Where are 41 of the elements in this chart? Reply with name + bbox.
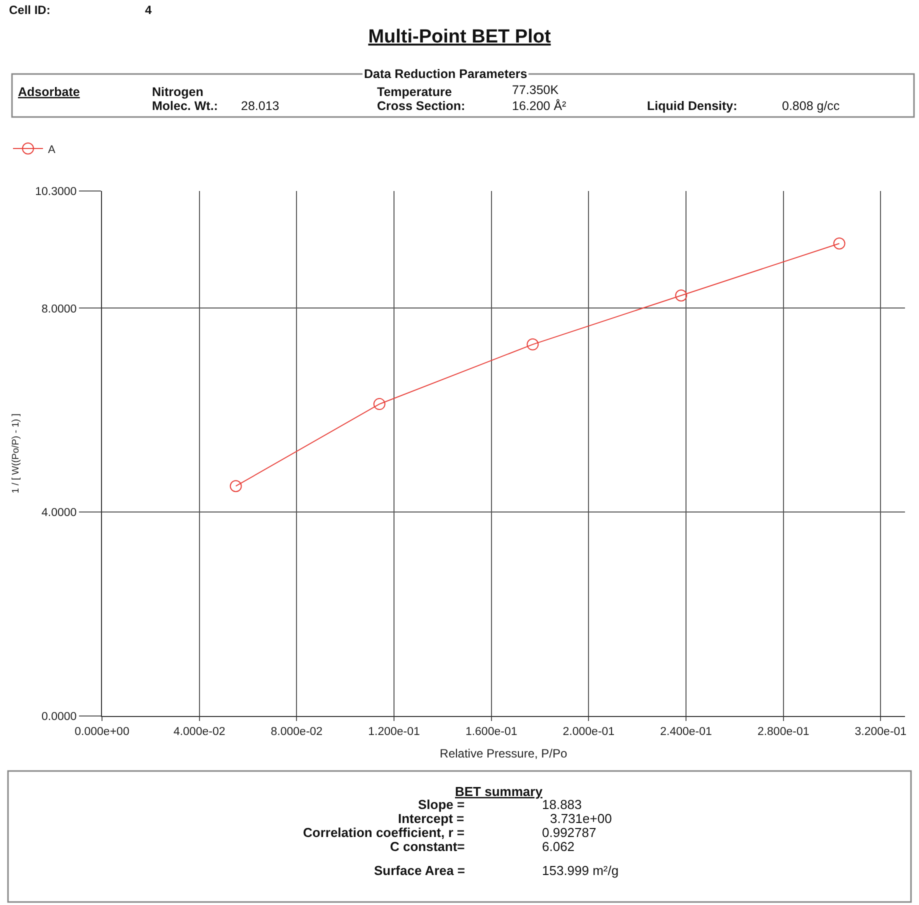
x-tick-label: 1.600e-01 (465, 726, 518, 738)
text: Liquid Density: (647, 99, 738, 113)
x-tick-label: 2.400e-01 (660, 726, 712, 738)
text: Data Reduction Parameters (364, 67, 528, 81)
y-tick-label: 8.0000 (42, 303, 77, 316)
x-tick-label: 8.000e-02 (270, 726, 323, 738)
text: 4 (145, 3, 152, 17)
x-tick-label: 0.000e+00 (74, 726, 130, 738)
legend-label: A (48, 144, 56, 156)
text: Molec. Wt.: (152, 99, 218, 113)
text: 0.808 g/cc (782, 99, 840, 113)
chart-title: Multi-Point BET Plot (368, 26, 552, 48)
text: 153.999 m²/g (542, 863, 619, 878)
text: Adsorbate (18, 85, 80, 99)
x-tick-label: 1.200e-01 (368, 726, 420, 738)
x-axis-title: Relative Pressure, P/Po (440, 746, 568, 761)
text: Cell ID: (9, 3, 50, 17)
y-tick-label: 4.0000 (42, 507, 77, 520)
text: Correlation coefficient, r = (303, 825, 465, 840)
x-tick-label: 2.000e-01 (562, 726, 615, 738)
text: 28.013 (241, 99, 280, 113)
text: Slope = (418, 797, 466, 812)
y-tick-label: 10.3000 (35, 186, 77, 198)
x-tick-label: 2.800e-01 (757, 726, 810, 738)
text: BET summary (455, 784, 544, 799)
text: Surface Area = (374, 863, 466, 878)
text: Temperature (377, 85, 452, 99)
y-axis-title: 1 / [ W((Po/P) - 1) ] (10, 414, 22, 494)
text: 18.883 (542, 797, 582, 812)
x-tick-label: 4.000e-02 (173, 726, 226, 738)
text: 77.350K (512, 83, 560, 97)
text: Cross Section: (377, 99, 466, 113)
x-tick-label: 3.200e-01 (854, 726, 907, 738)
text: 3.731e+00 (550, 811, 612, 826)
text: 6.062 (542, 839, 575, 854)
y-tick-label: 0.0000 (42, 711, 77, 724)
text: 0.992787 (542, 825, 596, 840)
text: 16.200 Å² (512, 99, 566, 113)
text: Intercept = (398, 811, 465, 826)
text: Nitrogen (152, 85, 204, 99)
text: C constant= (390, 839, 466, 854)
